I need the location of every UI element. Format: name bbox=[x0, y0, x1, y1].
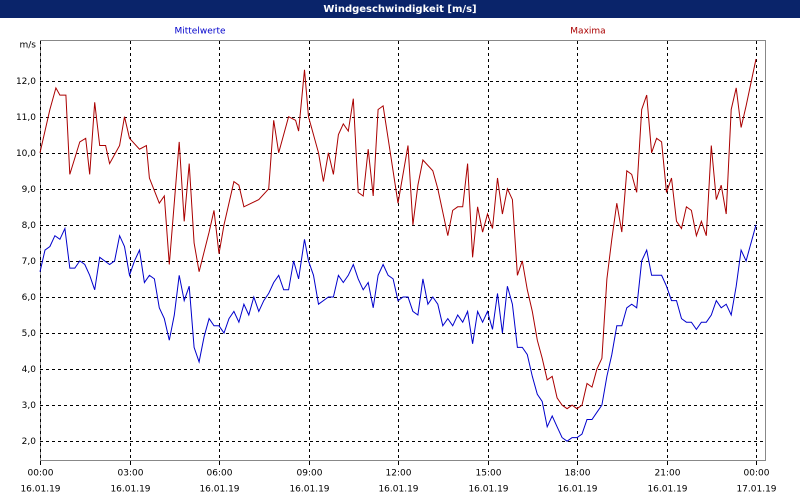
y-axis-label: m/s bbox=[20, 41, 37, 51]
plot-frame bbox=[40, 40, 766, 461]
x-tick-date: 16.01.19 bbox=[378, 485, 418, 495]
x-tick-label: 00:00 bbox=[744, 469, 770, 479]
x-tick-date: 16.01.19 bbox=[647, 485, 687, 495]
y-tick-label: 4,0 bbox=[22, 365, 37, 375]
y-tick-label: 12,0 bbox=[16, 77, 36, 87]
title-bar bbox=[0, 0, 800, 18]
legend-label: Mittelwerte bbox=[174, 27, 225, 37]
y-tick-label: 7,0 bbox=[22, 257, 37, 267]
chart-title: Windgeschwindigkeit [m/s] bbox=[323, 4, 476, 15]
y-tick-label: 2,0 bbox=[22, 437, 37, 447]
x-tick-date: 16.01.19 bbox=[199, 485, 239, 495]
y-tick-label: 10,0 bbox=[16, 149, 36, 159]
x-tick-label: 12:00 bbox=[386, 469, 412, 479]
x-tick-label: 00:00 bbox=[28, 469, 54, 479]
x-tick-label: 18:00 bbox=[565, 469, 591, 479]
x-tick-label: 09:00 bbox=[297, 469, 323, 479]
x-tick-date: 16.01.19 bbox=[110, 485, 150, 495]
x-tick-label: 03:00 bbox=[118, 469, 144, 479]
x-tick-date: 16.01.19 bbox=[20, 485, 60, 495]
y-tick-label: 3,0 bbox=[22, 401, 37, 411]
x-tick-label: 15:00 bbox=[476, 469, 502, 479]
x-tick-date: 16.01.19 bbox=[289, 485, 329, 495]
x-tick-date: 16.01.19 bbox=[468, 485, 508, 495]
x-tick-label: 21:00 bbox=[655, 469, 681, 479]
x-tick-label: 06:00 bbox=[207, 469, 233, 479]
y-tick-label: 11,0 bbox=[16, 113, 36, 123]
x-tick-date: 17.01.19 bbox=[736, 485, 776, 495]
series-line bbox=[39, 224, 757, 442]
series-line bbox=[39, 58, 757, 410]
legend-label: Maxima bbox=[570, 27, 605, 37]
y-tick-label: 9,0 bbox=[22, 185, 37, 195]
y-tick-label: 8,0 bbox=[22, 221, 37, 231]
y-tick-label: 6,0 bbox=[22, 293, 37, 303]
y-tick-label: 5,0 bbox=[22, 329, 37, 339]
x-tick-date: 16.01.19 bbox=[557, 485, 597, 495]
